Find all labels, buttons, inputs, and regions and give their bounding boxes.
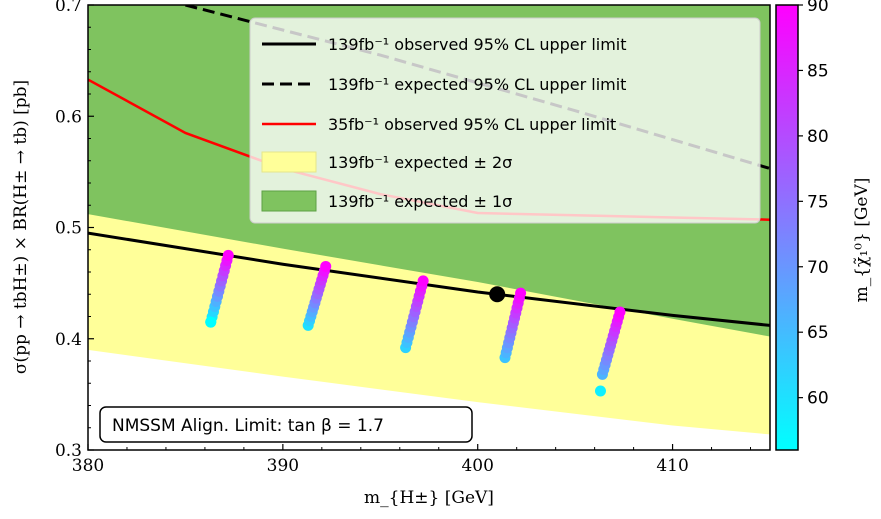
colorbar-title: m_{χ̃₁⁰} [GeV]: [852, 178, 872, 303]
colorbar-tick-label-65: 65: [807, 323, 829, 343]
x-tick-label-400: 400: [461, 456, 493, 476]
annotation-frame: [99, 406, 473, 443]
scatter-point-col3-13: [515, 287, 527, 299]
benchmark-point: [489, 286, 506, 303]
legend-label-139-observed: 139fb⁻¹ observed 95% CL upper limit: [328, 35, 627, 54]
scatter-point-col2-13: [417, 275, 429, 287]
line-139fb-observed: [88, 231, 770, 327]
colorbar-tick-label-75: 75: [807, 192, 829, 212]
x-tick-label-380: 380: [72, 456, 104, 476]
x-axis-title: m_{H±} [GeV]: [364, 488, 494, 508]
scatter-point-col4-isolated: [594, 385, 606, 397]
scatter-points: [205, 249, 626, 397]
colorbar-tick-label-70: 70: [807, 258, 829, 278]
legend-label-1sigma: 139fb⁻¹ expected ± 1σ: [328, 192, 512, 211]
annotation-text: NMSSM Align. Limit: tan β = 1.7: [112, 416, 384, 436]
y-axis-title: σ(pp → tbH±) × BR(H± → tb) [pb]: [11, 80, 31, 374]
y-tick-label-0: 0.3: [55, 441, 82, 461]
legend: 139fb⁻¹ observed 95% CL upper limit 139f…: [249, 17, 761, 224]
colorbar-tick-label-85: 85: [807, 61, 829, 81]
legend-label-35-observed: 35fb⁻¹ observed 95% CL upper limit: [328, 115, 616, 134]
colorbar-tick-label-90: 90: [807, 0, 829, 16]
legend-label-2sigma: 139fb⁻¹ expected ± 2σ: [328, 153, 512, 172]
x-tick-label-390: 390: [267, 456, 299, 476]
y-tick-label-4: 0.7: [55, 0, 82, 16]
x-tick-label-410: 410: [656, 456, 688, 476]
colorbar-tick-label-80: 80: [807, 127, 829, 147]
legend-label-139-expected: 139fb⁻¹ expected 95% CL upper limit: [328, 75, 626, 94]
y-tick-label-2: 0.5: [55, 219, 82, 239]
legend-box: [249, 17, 761, 224]
x-axis-ticks: 380 390 400 410: [72, 444, 752, 476]
annotation-box: NMSSM Align. Limit: tan β = 1.7: [99, 406, 473, 443]
scatter-point-col0-isolated: [205, 316, 217, 328]
scatter-point-col1-13: [320, 260, 332, 272]
y-axis-ticks: 0.3 0.4 0.5 0.6 0.7: [55, 0, 94, 461]
legend-swatch-1sigma: [261, 190, 317, 212]
scatter-point-col4-13: [614, 306, 626, 318]
colorbar-ticks: 60 65 70 75 80 85 90: [798, 0, 829, 409]
colorbar-gradient: [775, 4, 799, 451]
colorbar: 60 65 70 75 80 85 90 m_{χ̃₁⁰} [GeV]: [775, 0, 872, 451]
legend-swatch-2sigma: [261, 151, 317, 173]
scatter-point-col0-13: [222, 249, 234, 261]
colorbar-tick-label-60: 60: [807, 389, 829, 409]
y-tick-label-1: 0.4: [55, 330, 82, 350]
y-tick-label-3: 0.6: [55, 107, 82, 127]
